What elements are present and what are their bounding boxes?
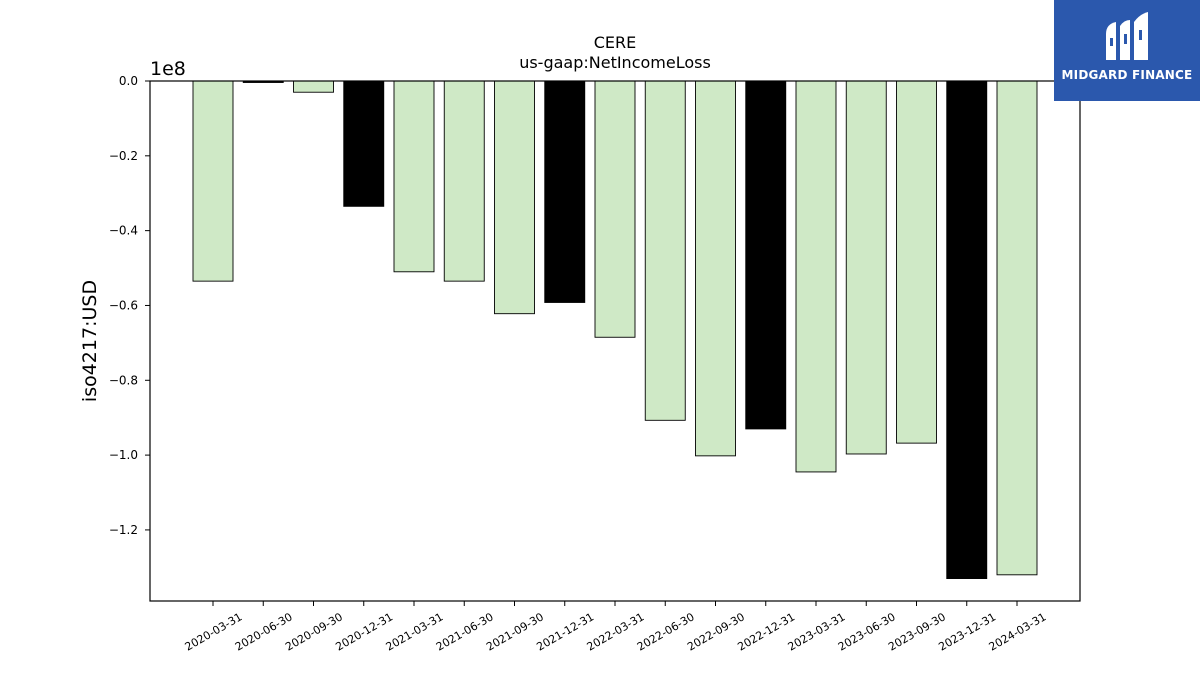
y-tick-label: −1.2: [109, 523, 138, 537]
y-axis-label: iso4217:USD: [79, 280, 101, 402]
bar-2024-03-31: [996, 80, 1038, 576]
x-ticks-group: 2020-03-312020-06-302020-09-302020-12-31…: [183, 601, 1049, 654]
chart-subtitle: us-gaap:NetIncomeLoss: [519, 53, 711, 72]
bar-2020-09-30: [293, 80, 334, 93]
bar-2022-03-31: [594, 80, 636, 338]
brand-mark-icon: [1106, 12, 1148, 60]
bar-2020-12-31: [343, 80, 385, 207]
bars-group: [192, 80, 1038, 580]
y-tick-label: −0.6: [109, 298, 138, 312]
x-tick-label: 2024-03-31: [987, 610, 1049, 653]
bar-2022-12-31: [745, 80, 787, 430]
y-ticks-group: 0.0 −0.2 −0.4 −0.6 −0.8 −1.0 −1.2: [109, 74, 150, 537]
bar-2023-03-31: [795, 80, 837, 473]
y-scale-label: 1e8: [150, 58, 186, 80]
y-tick-label: 0.0: [119, 74, 138, 88]
bar-2023-12-31: [946, 80, 988, 580]
brand-name: MIDGARD FINANCE: [1061, 68, 1193, 82]
bar-2021-09-30: [494, 80, 535, 315]
bar-2023-09-30: [896, 80, 937, 444]
bar-2021-03-31: [393, 80, 435, 273]
brand-logo: MIDGARD FINANCE: [1054, 0, 1200, 101]
plot-frame: [149, 80, 1081, 602]
bar-2021-06-30: [443, 80, 485, 282]
y-tick-label: −0.4: [109, 224, 138, 238]
bar-2023-06-30: [845, 80, 887, 455]
bar-2021-12-31: [544, 80, 586, 303]
y-tick-label: −1.0: [109, 448, 138, 462]
chart-title: CERE: [594, 33, 637, 52]
bar-2022-06-30: [644, 80, 686, 421]
bar-2022-09-30: [695, 80, 736, 457]
y-tick-label: −0.8: [109, 373, 138, 387]
y-tick-label: −0.2: [109, 149, 138, 163]
bar-2020-03-31: [192, 80, 234, 282]
